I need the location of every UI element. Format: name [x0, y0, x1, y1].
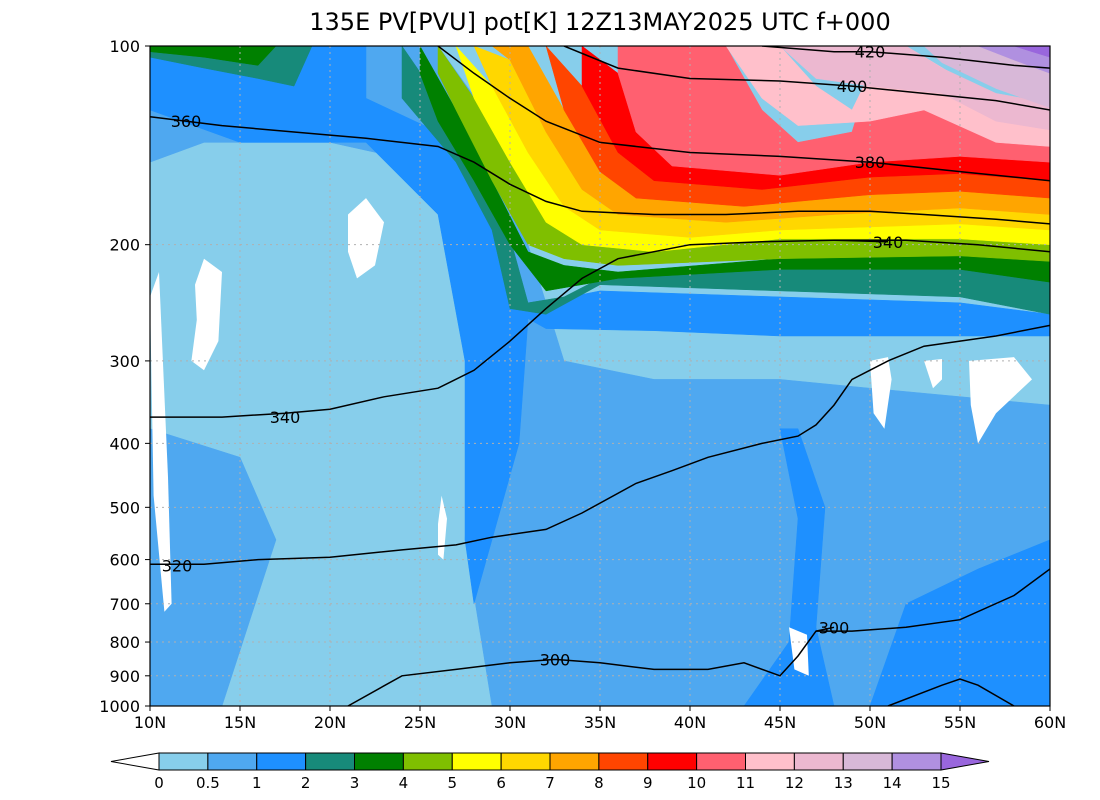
colorbar-swatch: [647, 752, 698, 771]
theta-contour-label: 340: [270, 408, 301, 427]
colorbar-swatch: [402, 752, 453, 771]
pv-region-12: [779, 46, 1050, 131]
theta-contour-label: 400: [837, 77, 868, 96]
y-tick-label: 500: [109, 498, 140, 517]
x-tick-label: 15N: [224, 713, 256, 732]
y-tick-label: 700: [109, 595, 140, 614]
y-tick-label: 1000: [99, 697, 140, 716]
colorbar-label: 0.5: [196, 774, 220, 792]
x-tick-label: 30N: [494, 713, 526, 732]
x-axis-ticks: 10N 15N 20N 25N 30N 35N 40N 45N 50N 55N 60N: [134, 706, 1066, 732]
colorbar-label: 0: [154, 774, 164, 792]
pv-region-below-0: [870, 357, 892, 429]
theta-contour-label: 340: [873, 233, 904, 252]
colorbar-swatch: [500, 752, 551, 771]
theta-contour-300: [887, 678, 1015, 706]
theta-contours: 300 300 320 340 340 360 380 400 420: [150, 43, 1050, 706]
theta-contour-label: 300: [540, 650, 571, 669]
colorbar: 0 0.5 1 2 3 4 5 6 7 8 9 10 11 12 13 14 15: [110, 752, 990, 792]
colorbar-label: 1: [252, 774, 262, 792]
x-tick-label: 10N: [134, 713, 166, 732]
colorbar-swatch: [842, 752, 893, 771]
x-tick-label: 35N: [584, 713, 616, 732]
x-tick-label: 55N: [944, 713, 976, 732]
colorbar-swatch: [696, 752, 746, 771]
colorbar-swatch: [305, 752, 355, 771]
x-tick-label: 50N: [854, 713, 886, 732]
colorbar-label: 11: [736, 774, 755, 792]
colorbar-swatch: [793, 752, 844, 771]
colorbar-label: 9: [643, 774, 653, 792]
pv-region-below-0: [150, 272, 172, 612]
colorbar-label: 2: [301, 774, 311, 792]
theta-contour-320: [150, 324, 1050, 566]
colorbar-label: 10: [687, 774, 706, 792]
pv-region-1: [509, 290, 1050, 337]
colorbar-swatch: [256, 752, 307, 771]
theta-contour-label: 420: [855, 43, 886, 62]
theta-contour-label: 300: [819, 618, 850, 637]
theta-contour-340: [833, 239, 889, 243]
y-axis-ticks: 100 200 300 400 500 600 700 800 900 1000: [99, 37, 150, 716]
pv-region-below-0: [924, 359, 942, 389]
y-tick-label: 100: [109, 37, 140, 56]
colorbar-swatch: [354, 752, 404, 771]
theta-contour-300: [815, 626, 835, 632]
colorbar-swatch: [549, 752, 600, 771]
y-tick-label: 400: [109, 434, 140, 453]
colorbar-under-arrow: [110, 752, 160, 771]
pv-region-1: [150, 46, 529, 604]
theta-contour-360: [150, 116, 1050, 225]
theta-contour-400: [563, 46, 1050, 111]
pv-region-below-0: [789, 627, 809, 676]
pv-region-15: [1013, 46, 1050, 58]
colorbar-label: 4: [399, 774, 409, 792]
y-tick-label: 600: [109, 551, 140, 570]
pv-region-below-0: [438, 495, 447, 560]
theta-contour-label: 320: [162, 556, 193, 575]
chart-title: 135E PV[PVU] pot[K] 12Z13MAY2025 UTC f+0…: [309, 8, 890, 36]
theta-contour-420: [761, 46, 1050, 69]
colorbar-label: 6: [496, 774, 506, 792]
colorbar-swatch: [207, 752, 258, 771]
colorbar-label: 13: [834, 774, 853, 792]
colorbar-label: 14: [883, 774, 902, 792]
y-tick-label: 300: [109, 352, 140, 371]
x-tick-label: 25N: [404, 713, 436, 732]
colorbar-label: 5: [447, 774, 457, 792]
x-tick-label: 45N: [764, 713, 796, 732]
theta-contour-label: 360: [171, 112, 202, 131]
colorbar-label: 3: [350, 774, 360, 792]
pv-region-below-0: [348, 198, 384, 279]
y-tick-label: 900: [109, 667, 140, 686]
colorbar-label: 15: [931, 774, 950, 792]
colorbar-over-arrow: [940, 752, 990, 771]
y-tick-label: 200: [109, 236, 140, 255]
pv-region-3: [419, 46, 1050, 292]
x-tick-label: 60N: [1034, 713, 1066, 732]
colorbar-swatch: [745, 752, 795, 771]
colorbar-label: 12: [785, 774, 804, 792]
theta-contour-label: 380: [855, 153, 886, 172]
pv-region-3: [150, 46, 277, 66]
pv-region-below-0: [969, 357, 1032, 444]
theta-contour-380: [437, 46, 1050, 182]
x-tick-label: 40N: [674, 713, 706, 732]
colorbar-label: 8: [594, 774, 604, 792]
y-tick-label: 800: [109, 633, 140, 652]
pv-region-below-0: [191, 258, 222, 371]
colorbar-swatch: [598, 752, 649, 771]
colorbar-swatch: [891, 752, 942, 771]
theta-contour-300: [347, 568, 1050, 706]
colorbar-swatch: [158, 752, 209, 771]
colorbar-label: 7: [545, 774, 555, 792]
x-tick-label: 20N: [314, 713, 346, 732]
colorbar-swatch: [451, 752, 502, 771]
